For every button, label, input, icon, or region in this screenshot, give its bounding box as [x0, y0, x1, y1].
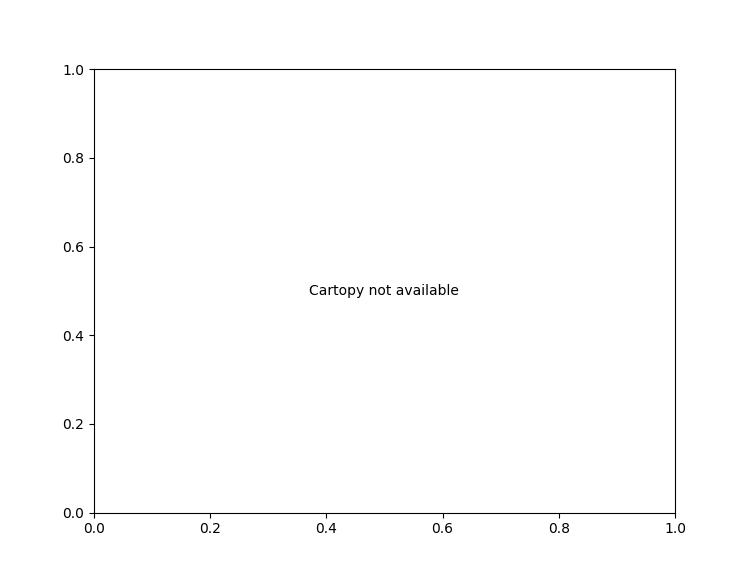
Text: Cartopy not available: Cartopy not available — [310, 284, 459, 298]
